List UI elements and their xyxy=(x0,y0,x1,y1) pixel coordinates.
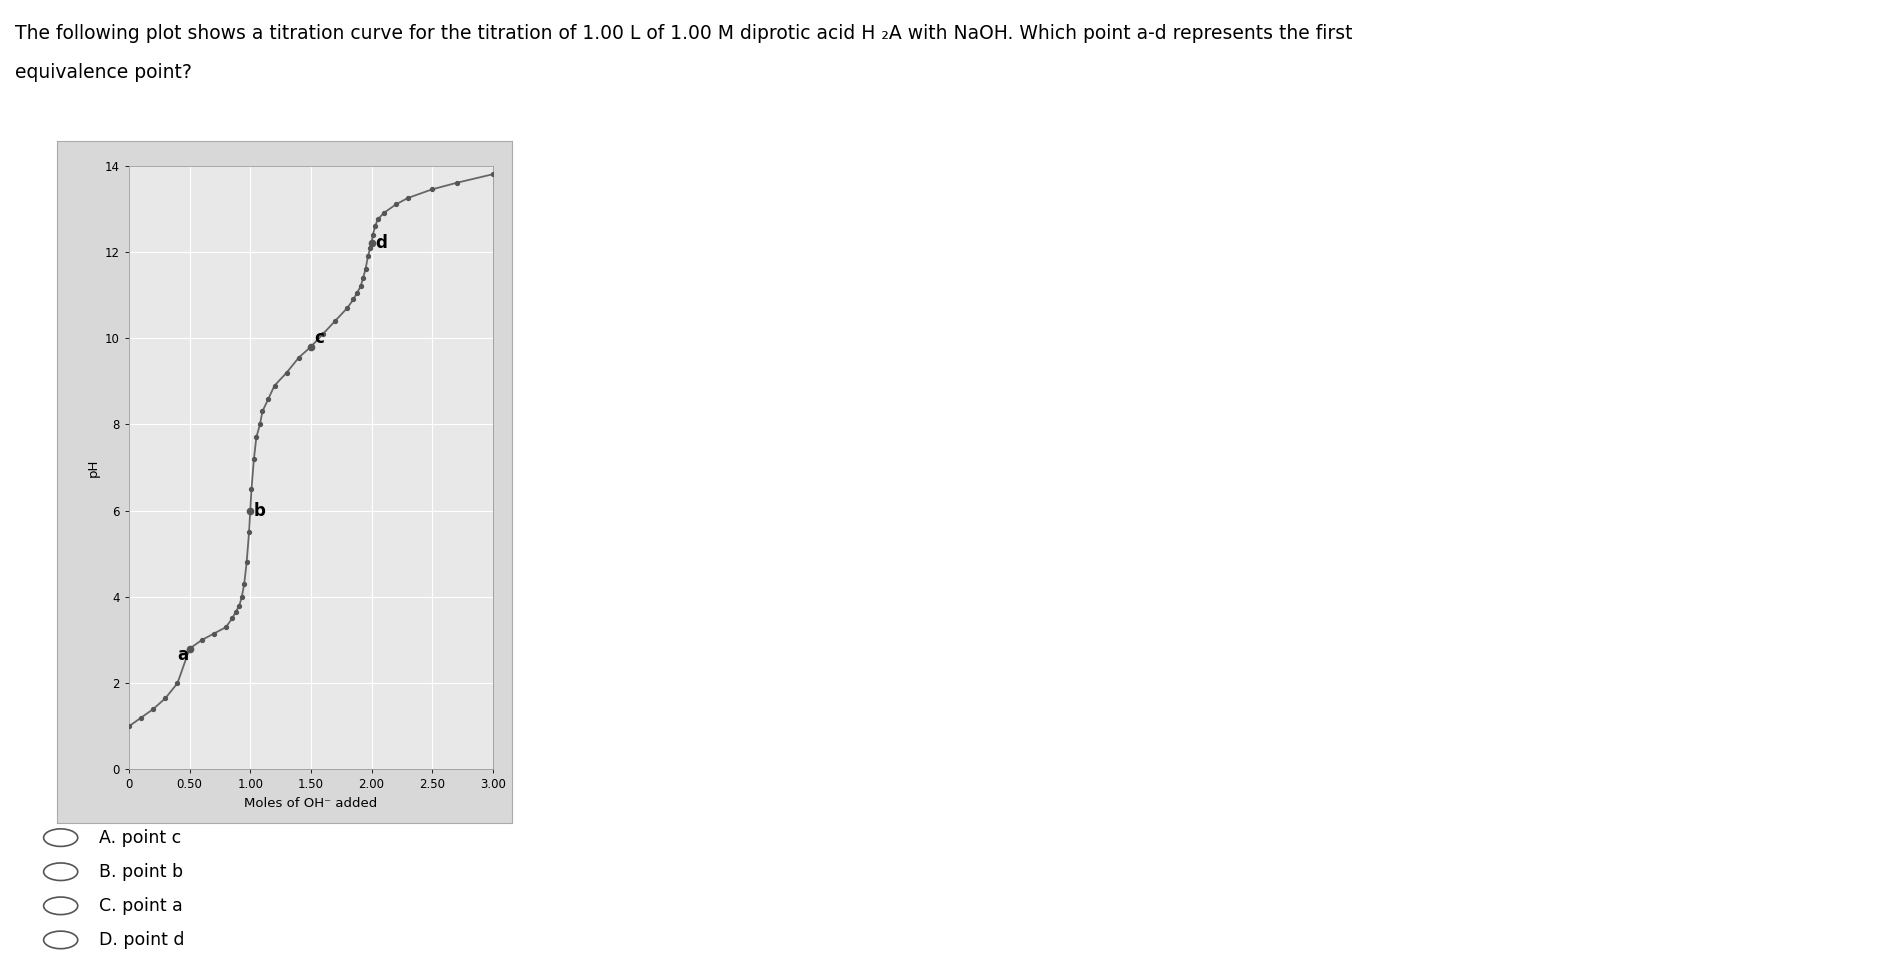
Text: d: d xyxy=(375,234,387,252)
Text: D. point d: D. point d xyxy=(99,931,184,949)
Y-axis label: pH: pH xyxy=(87,459,99,476)
Text: B. point b: B. point b xyxy=(99,863,182,880)
Text: A. point c: A. point c xyxy=(99,829,180,846)
Text: b: b xyxy=(254,502,265,520)
Text: C. point a: C. point a xyxy=(99,897,182,915)
Text: a: a xyxy=(178,646,188,664)
Text: The following plot shows a titration curve for the titration of 1.00 L of 1.00 M: The following plot shows a titration cur… xyxy=(15,24,1352,44)
Text: c: c xyxy=(315,329,324,347)
Text: equivalence point?: equivalence point? xyxy=(15,63,191,83)
X-axis label: Moles of OH⁻ added: Moles of OH⁻ added xyxy=(245,797,377,810)
